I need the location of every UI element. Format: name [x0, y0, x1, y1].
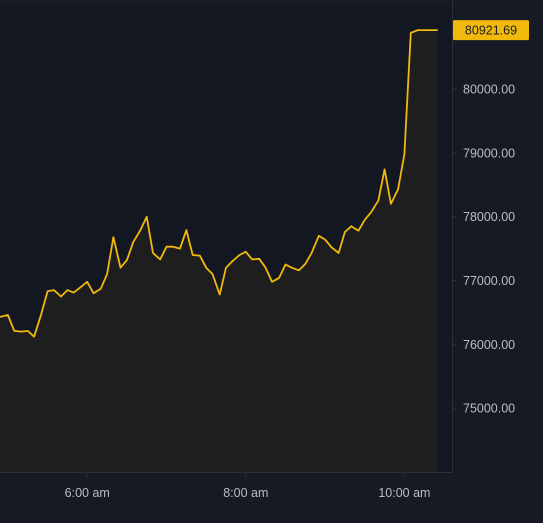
last-price-badge — [453, 20, 529, 41]
y-tick-label: 79000.00 — [463, 146, 515, 160]
price-line[interactable] — [0, 29, 438, 338]
price-area-fill — [0, 30, 438, 472]
x-tick-label: 6:00 am — [65, 486, 110, 500]
last-price-label: 80921.69 — [465, 24, 517, 38]
x-tick-label: 8:00 am — [223, 486, 268, 500]
y-tick-label: 76000.00 — [463, 338, 515, 352]
y-tick-label: 77000.00 — [463, 274, 515, 288]
y-tick-label: 80000.00 — [463, 82, 515, 96]
y-tick-label: 78000.00 — [463, 210, 515, 224]
y-tick-label: 75000.00 — [463, 402, 515, 416]
x-tick-label: 10:00 am — [378, 486, 430, 500]
